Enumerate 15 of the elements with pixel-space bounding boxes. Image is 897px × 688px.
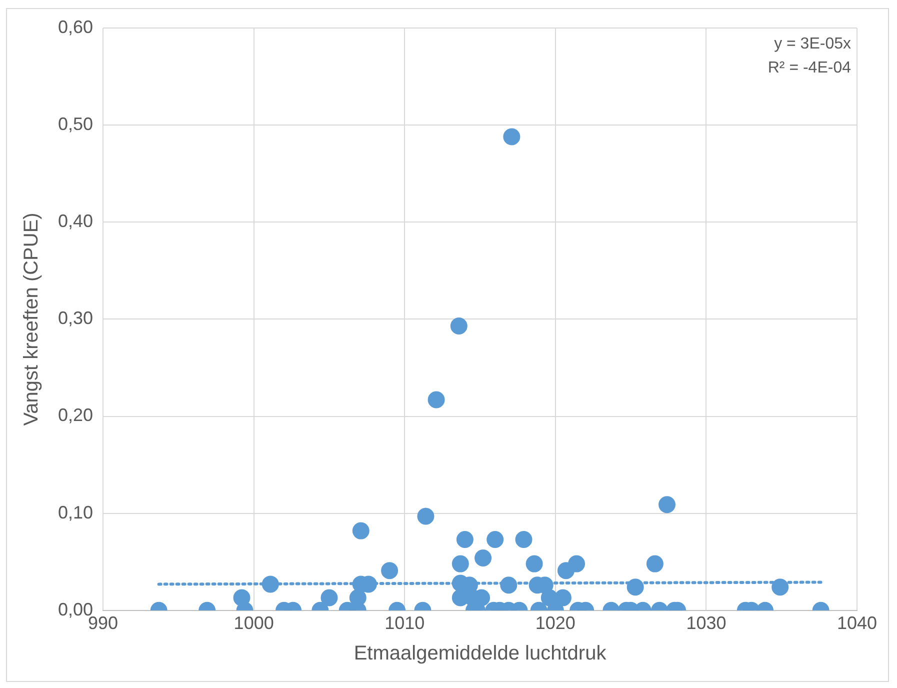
y-tick-label: 0,50 bbox=[58, 114, 94, 134]
y-tick-label: 0,20 bbox=[58, 405, 94, 426]
x-tick-label: 1040 bbox=[836, 613, 878, 634]
x-tick-label: 1020 bbox=[535, 613, 576, 634]
x-tick-label: 1000 bbox=[234, 613, 274, 634]
y-tick-label: 0,10 bbox=[58, 502, 94, 522]
annotation: y = 3E-05x bbox=[774, 35, 851, 52]
x-tick-label: 1010 bbox=[384, 613, 425, 634]
x-axis-title: Etmaalgemiddelde luchtdruk bbox=[354, 642, 608, 665]
y-tick-label: 0,30 bbox=[58, 308, 94, 328]
y-axis-title: Vangst kreeften (CPUE) bbox=[20, 212, 43, 426]
y-tick-label: 0,60 bbox=[58, 16, 94, 37]
x-tick-label: 1030 bbox=[686, 613, 726, 634]
annotation: R² = -4E-04 bbox=[768, 59, 852, 76]
y-tick-label: 0,40 bbox=[58, 211, 94, 232]
